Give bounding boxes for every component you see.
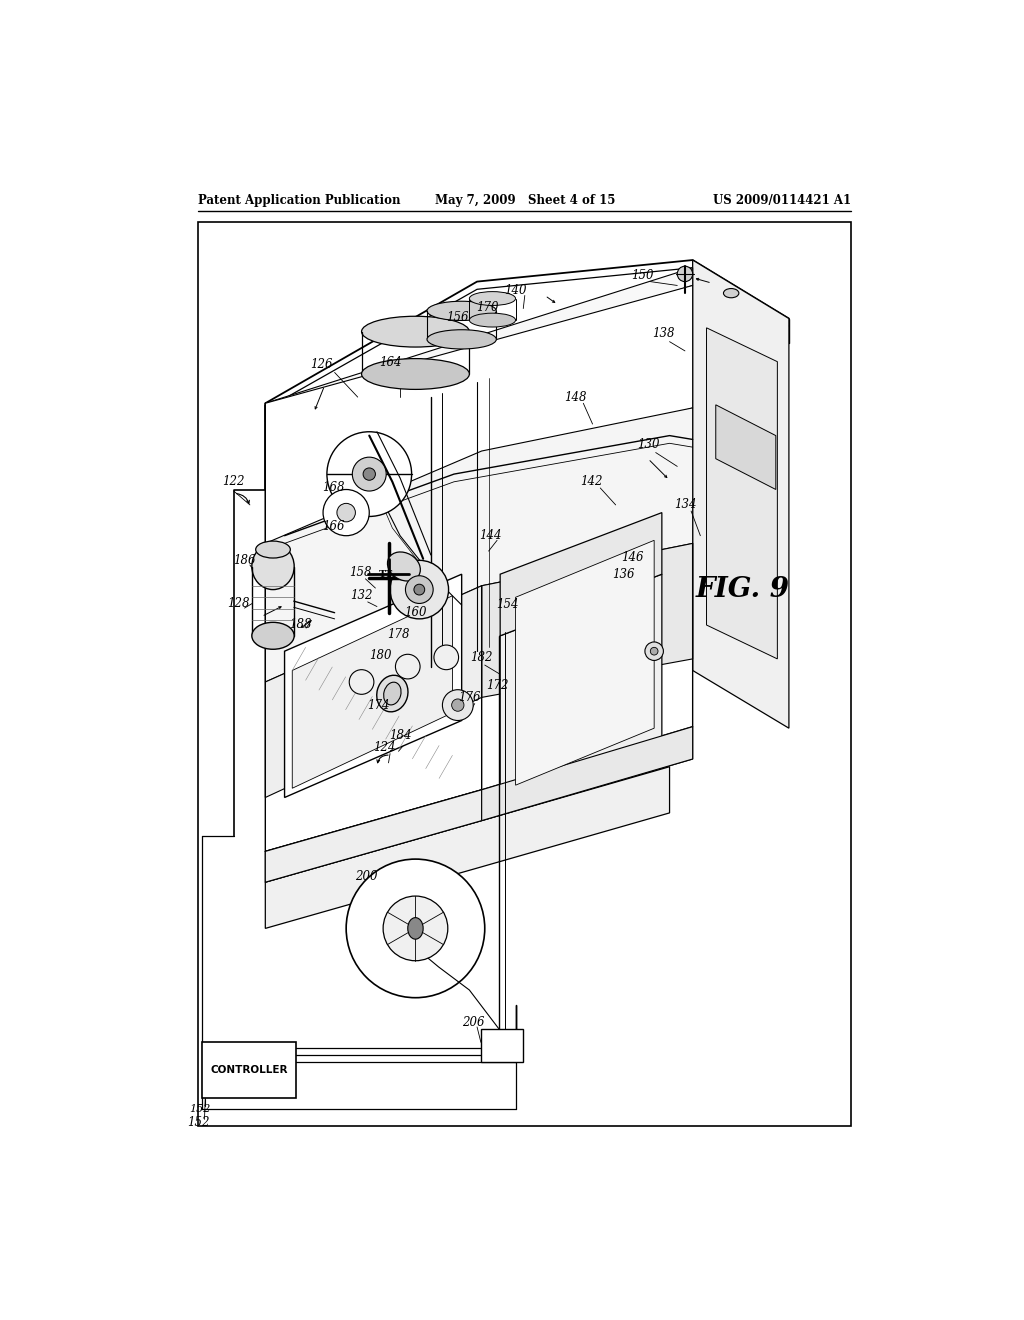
Circle shape: [452, 700, 464, 711]
Circle shape: [677, 267, 692, 281]
Text: 126: 126: [310, 358, 333, 371]
Text: 174: 174: [368, 698, 390, 711]
Text: FIG. 9: FIG. 9: [695, 576, 790, 603]
Circle shape: [434, 645, 459, 669]
Text: 134: 134: [674, 499, 696, 511]
Bar: [199, 222, 851, 1126]
Text: 132: 132: [350, 589, 373, 602]
Ellipse shape: [252, 622, 294, 649]
Text: 156: 156: [446, 312, 469, 325]
Bar: [202, 1043, 296, 1098]
Text: T: T: [385, 570, 392, 578]
Ellipse shape: [377, 676, 408, 711]
Polygon shape: [500, 574, 662, 805]
Text: 148: 148: [564, 391, 587, 404]
Circle shape: [349, 669, 374, 694]
Text: 166: 166: [323, 520, 345, 533]
Text: 176: 176: [458, 690, 480, 704]
Polygon shape: [265, 789, 481, 882]
Text: 182: 182: [470, 651, 493, 664]
Text: 200: 200: [355, 870, 378, 883]
Ellipse shape: [427, 301, 497, 321]
Text: 184: 184: [389, 730, 412, 742]
Text: Patent Application Publication: Patent Application Publication: [199, 194, 400, 207]
Polygon shape: [265, 586, 481, 797]
Circle shape: [323, 490, 370, 536]
Ellipse shape: [361, 317, 469, 347]
Polygon shape: [265, 285, 692, 544]
Circle shape: [383, 896, 447, 961]
Ellipse shape: [387, 552, 421, 581]
Polygon shape: [515, 540, 654, 785]
Text: 146: 146: [622, 550, 644, 564]
Ellipse shape: [384, 682, 401, 705]
Text: 180: 180: [370, 648, 392, 661]
Polygon shape: [265, 408, 692, 682]
Text: 124: 124: [374, 741, 396, 754]
Text: 136: 136: [612, 568, 635, 581]
Circle shape: [406, 576, 433, 603]
Circle shape: [390, 560, 449, 619]
Ellipse shape: [361, 359, 469, 389]
Text: 170: 170: [476, 301, 499, 314]
Circle shape: [395, 655, 420, 678]
Polygon shape: [265, 767, 670, 928]
Text: 140: 140: [504, 284, 526, 297]
Text: 160: 160: [404, 606, 427, 619]
Circle shape: [327, 432, 412, 516]
Bar: [481, 1028, 523, 1063]
Ellipse shape: [724, 289, 739, 298]
Circle shape: [645, 642, 664, 660]
Text: 164: 164: [380, 356, 402, 370]
Polygon shape: [481, 544, 692, 697]
Text: 130: 130: [637, 438, 659, 451]
Circle shape: [337, 503, 355, 521]
Circle shape: [352, 457, 386, 491]
Text: 186: 186: [233, 554, 256, 566]
Text: 152: 152: [187, 1115, 210, 1129]
Text: 206: 206: [462, 1016, 484, 1028]
Polygon shape: [716, 405, 776, 490]
Text: 158: 158: [349, 566, 372, 579]
Text: CONTROLLER: CONTROLLER: [210, 1065, 288, 1074]
Circle shape: [364, 469, 376, 480]
Polygon shape: [285, 574, 462, 797]
Polygon shape: [500, 512, 662, 636]
Text: 122: 122: [222, 475, 245, 488]
Ellipse shape: [469, 313, 515, 327]
Ellipse shape: [469, 292, 515, 305]
Polygon shape: [692, 260, 788, 729]
Circle shape: [346, 859, 484, 998]
Ellipse shape: [252, 544, 294, 590]
Text: 152: 152: [189, 1105, 211, 1114]
Text: US 2009/0114421 A1: US 2009/0114421 A1: [713, 194, 851, 207]
Text: 154: 154: [497, 598, 519, 611]
Text: 144: 144: [479, 529, 502, 543]
Text: 128: 128: [227, 597, 250, 610]
Text: T: T: [379, 570, 386, 578]
Circle shape: [442, 689, 473, 721]
Text: 188: 188: [289, 618, 311, 631]
Text: 150: 150: [632, 269, 654, 282]
Ellipse shape: [427, 330, 497, 348]
Text: 168: 168: [323, 482, 345, 495]
Circle shape: [650, 647, 658, 655]
Text: 142: 142: [580, 475, 602, 488]
Polygon shape: [265, 268, 692, 422]
Polygon shape: [707, 327, 777, 659]
Ellipse shape: [408, 917, 423, 940]
Text: 172: 172: [485, 680, 508, 693]
Polygon shape: [481, 726, 692, 821]
Circle shape: [414, 585, 425, 595]
Text: 178: 178: [387, 628, 410, 640]
Text: 138: 138: [652, 327, 675, 341]
Ellipse shape: [256, 541, 291, 558]
Text: May 7, 2009   Sheet 4 of 15: May 7, 2009 Sheet 4 of 15: [434, 194, 615, 207]
Polygon shape: [292, 595, 453, 788]
